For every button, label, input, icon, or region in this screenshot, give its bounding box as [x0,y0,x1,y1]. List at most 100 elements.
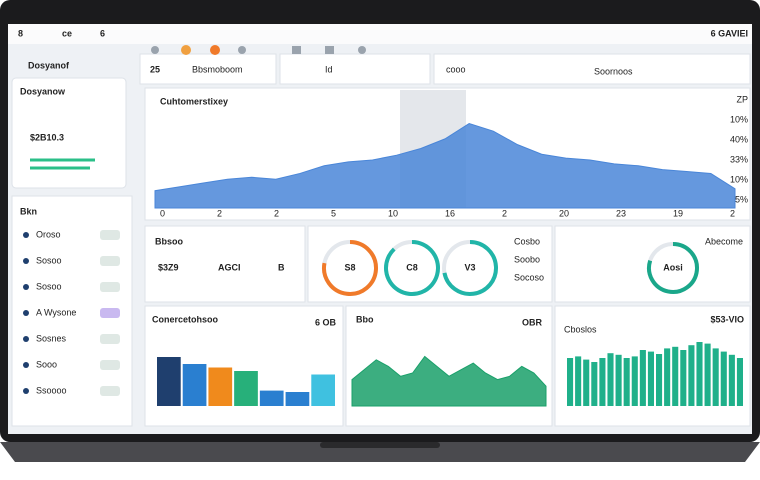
sidebar-item: Ssoooo [36,385,67,395]
card-value: $2B10.3 [30,132,64,142]
bar [311,374,335,406]
bar [575,356,582,406]
bar [591,362,598,406]
bar [259,390,284,406]
bar [720,351,727,406]
bar [285,392,310,406]
sidebar-item: Sosnes [36,333,67,343]
ring-arc [384,240,440,296]
x-label: 16 [445,208,455,218]
bar [607,353,614,406]
panel-title: Conercetohsoo [152,314,219,324]
bar [712,348,719,406]
item-dot [23,362,29,368]
bar [208,367,233,406]
bar [157,357,181,406]
panel [144,225,306,303]
bar [615,354,622,406]
item-dot [23,284,29,290]
area [154,122,736,209]
kpi-value: $3Z9 [158,262,179,272]
item-chip [100,256,120,266]
item-chip [100,230,120,240]
ring-arc [322,240,378,296]
bar [639,350,646,406]
bar [631,356,638,406]
sidebar-item: Sosoo [36,255,62,265]
bar [672,346,679,406]
ring-arc [442,240,498,296]
gauge-label: C8 [406,262,418,272]
sidebar-item: Sosoo [36,281,62,291]
bar [567,358,574,406]
side-label: Soobo [514,254,540,264]
sidebar-item: Sooo [36,359,57,369]
side-label: Abecome [705,236,743,246]
ring-arc [647,242,699,294]
panel [554,225,751,303]
item-chip [100,308,120,318]
hinge [320,442,440,448]
bar [696,342,703,406]
panel-title: Bbo [356,314,374,324]
sidebar-card-lines [30,158,95,170]
sidebar-item: Oroso [36,229,61,239]
item-dot [23,232,29,238]
panel-value: OBR [522,317,543,327]
toolbar-icons [151,45,366,55]
gauge-label: S8 [344,262,355,272]
header-label: Bbsmoboom [192,64,243,74]
bar [234,371,258,406]
item-chip [100,282,120,292]
y-label: 33% [730,154,748,164]
x-label: 23 [616,208,626,218]
y-label: 10% [730,174,748,184]
x-label: 2 [217,208,222,218]
icon [210,45,220,55]
side-label: Socoso [514,272,544,282]
x-label: 5 [331,208,336,218]
item-dot [23,310,29,316]
item-dot [23,388,29,394]
x-label: 2 [730,208,735,218]
chart-title: Cuhtomerstixey [160,96,228,106]
icon [325,46,334,54]
panel [279,53,431,85]
bar [182,364,207,406]
x-label: 19 [673,208,683,218]
y-label: ZP [736,94,748,104]
panel [139,53,277,85]
header-num: 25 [150,64,160,74]
bar [736,358,743,406]
x-label: 0 [160,208,165,218]
section-label: Bkn [20,206,37,216]
panel-title: Bbsoo [155,236,184,246]
bar [728,354,735,406]
y-label: 40% [730,134,748,144]
bar [623,358,630,406]
laptop-base [0,442,760,462]
y-label: 5% [735,194,748,204]
gauge-label: V3 [464,262,475,272]
bar [680,350,687,406]
panel-value: $53-VIO [710,314,744,324]
ring-label: Aosi [663,262,683,272]
header-label: cooo [446,64,466,74]
item-dot [23,336,29,342]
card-label: Dosyanow [20,86,66,96]
panel-value: 6 OB [315,317,337,327]
x-label: 2 [274,208,279,218]
icon [181,45,191,55]
bar [647,351,654,406]
side-label: Cosbo [514,236,540,246]
item-chip [100,386,120,396]
x-label: 10 [388,208,398,218]
icon [151,46,159,54]
panel [433,53,751,85]
bar [704,343,711,406]
topbar-item: 8 [18,28,23,38]
kpi-value: B [278,262,285,272]
top-bar [8,24,752,44]
